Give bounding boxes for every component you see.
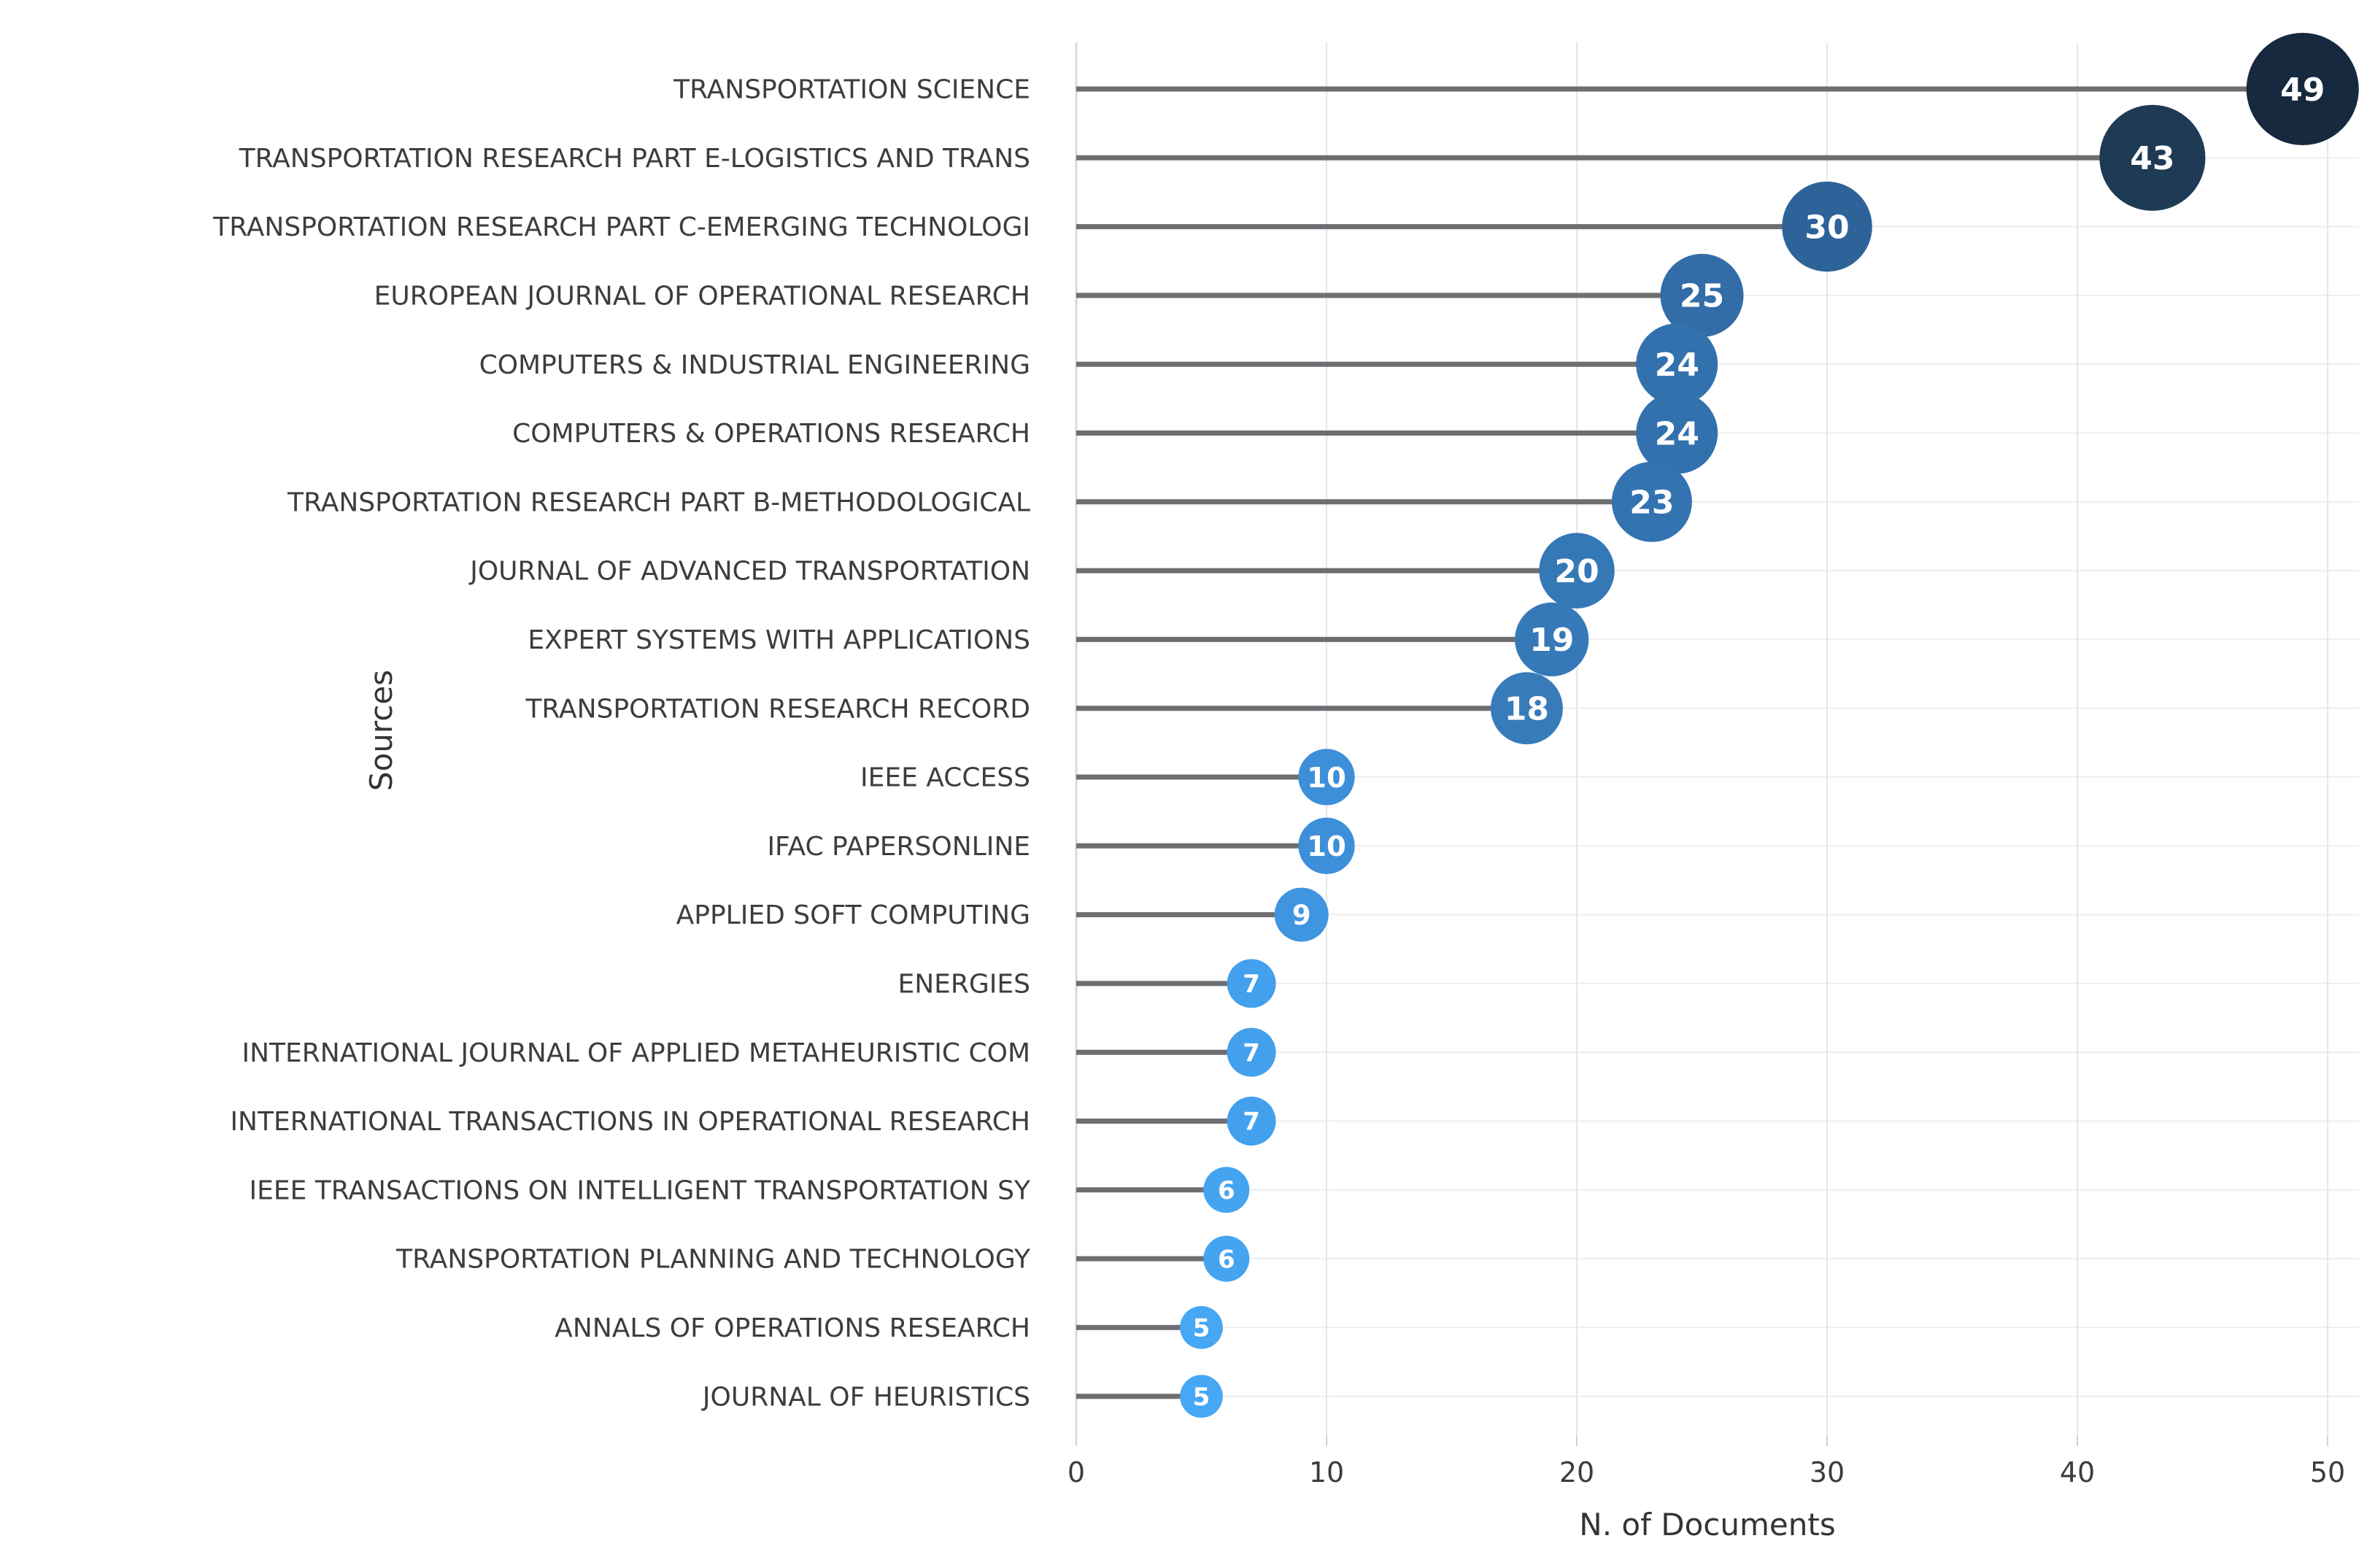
bubble-value: 20 <box>1554 553 1599 590</box>
bubble-value: 5 <box>1193 1383 1211 1412</box>
category-label: IEEE TRANSACTIONS ON INTELLIGENT TRANSPO… <box>249 1175 1031 1205</box>
bubble[interactable] <box>1180 1306 1223 1349</box>
category-label: TRANSPORTATION RESEARCH PART E-LOGISTICS… <box>239 144 1030 174</box>
bubble-value: 10 <box>1307 830 1346 863</box>
category-label: TRANSPORTATION PLANNING AND TECHNOLOGY <box>395 1245 1031 1275</box>
bubble[interactable] <box>1611 461 1692 542</box>
category-label: INTERNATIONAL JOURNAL OF APPLIED METAHEU… <box>242 1038 1030 1068</box>
bubble-value: 43 <box>2130 140 2174 177</box>
x-tick-label: 40 <box>2060 1456 2095 1488</box>
bubble[interactable] <box>1636 392 1718 474</box>
bubble[interactable] <box>1227 959 1276 1008</box>
bubble-value: 19 <box>1529 622 1574 659</box>
bubble-value: 10 <box>1307 762 1346 795</box>
category-labels-layer: TRANSPORTATION SCIENCE TRANSPORTATION RES… <box>212 75 1031 1413</box>
bubble-value: 7 <box>1243 970 1260 999</box>
category-label: TRANSPORTATION RESEARCH RECORD <box>525 694 1030 724</box>
bubble[interactable] <box>1180 1375 1223 1418</box>
axes-layer <box>1075 42 2328 1446</box>
category-label: TRANSPORTATION RESEARCH PART B-METHODOLO… <box>287 487 1030 517</box>
x-tick-label: 20 <box>1559 1456 1594 1488</box>
bubbles-layer: 49 43 30 25 24 24 23 20 19 18 10 10 9 7 7 7 6 6 5 5 <box>1180 33 2359 1418</box>
category-label: COMPUTERS & INDUSTRIAL ENGINEERING <box>479 350 1030 380</box>
category-label: EUROPEAN JOURNAL OF OPERATIONAL RESEARCH <box>374 282 1030 312</box>
x-axis-title: N. of Documents <box>1579 1507 1835 1542</box>
category-label: APPLIED SOFT COMPUTING <box>676 900 1030 930</box>
bubble[interactable] <box>1203 1167 1250 1213</box>
y-axis-title: Sources <box>363 670 399 791</box>
bubble[interactable] <box>1490 672 1563 745</box>
bubble[interactable] <box>1298 817 1355 874</box>
category-label: ENERGIES <box>897 970 1030 1000</box>
bubble-value: 9 <box>1292 900 1311 931</box>
vertical-gridlines-layer <box>1326 42 2328 1436</box>
bubble[interactable] <box>1636 323 1718 406</box>
bubble[interactable] <box>1227 1027 1276 1077</box>
x-tick-label: 10 <box>1309 1456 1344 1488</box>
x-tick-label: 0 <box>1067 1456 1085 1488</box>
bubble-value: 25 <box>1680 278 1724 315</box>
x-tick-label: 50 <box>2310 1456 2345 1488</box>
bubble[interactable] <box>1274 887 1329 942</box>
category-label: INTERNATIONAL TRANSACTIONS IN OPERATIONA… <box>230 1107 1030 1137</box>
bubble-value: 24 <box>1655 415 1699 452</box>
bubble-value: 24 <box>1655 347 1699 384</box>
bubble-value: 5 <box>1193 1314 1211 1343</box>
category-label: IFAC PAPERSONLINE <box>767 832 1030 862</box>
tick-labels-layer: 0 10 20 30 40 50 <box>1067 1456 2345 1488</box>
bubble-value: 49 <box>2280 72 2325 109</box>
bubble[interactable] <box>1298 749 1355 806</box>
bubble-value: 18 <box>1505 691 1549 728</box>
category-label: IEEE ACCESS <box>860 763 1030 793</box>
bubble-value: 7 <box>1243 1108 1260 1137</box>
bubble[interactable] <box>2246 33 2359 145</box>
bubble[interactable] <box>1203 1235 1250 1282</box>
bubble[interactable] <box>1660 253 1744 337</box>
x-tick-label: 30 <box>1810 1456 1845 1488</box>
category-label: JOURNAL OF ADVANCED TRANSPORTATION <box>468 557 1030 587</box>
bubble-value: 30 <box>1804 209 1849 246</box>
bubble-value: 7 <box>1243 1038 1260 1067</box>
category-label: COMPUTERS & OPERATIONS RESEARCH <box>512 419 1030 449</box>
category-label: TRANSPORTATION SCIENCE <box>673 75 1030 105</box>
bubble[interactable] <box>1782 181 1872 272</box>
bubble-value: 6 <box>1218 1176 1235 1205</box>
bubble-value: 6 <box>1218 1245 1235 1274</box>
bubble[interactable] <box>2099 104 2206 211</box>
category-label: EXPERT SYSTEMS WITH APPLICATIONS <box>528 625 1030 655</box>
category-label: TRANSPORTATION RESEARCH PART C-EMERGING … <box>212 212 1030 242</box>
bubble[interactable] <box>1227 1097 1276 1146</box>
chart-canvas: 49 43 30 25 24 24 23 20 19 18 10 10 9 7 7 7 6 6 5 5 TRANSPO… <box>212 33 2359 1542</box>
lollipop-chart: 49 43 30 25 24 24 23 20 19 18 10 10 9 7 7 7 6 6 5 5 TRANSPO… <box>29 12 2359 1556</box>
bubble-value: 23 <box>1629 484 1674 522</box>
category-label: JOURNAL OF HEURISTICS <box>701 1382 1030 1412</box>
bubble[interactable] <box>1539 533 1615 609</box>
category-label: ANNALS OF OPERATIONS RESEARCH <box>555 1313 1030 1343</box>
bubble[interactable] <box>1515 602 1589 676</box>
stems-layer <box>1076 86 2303 1399</box>
